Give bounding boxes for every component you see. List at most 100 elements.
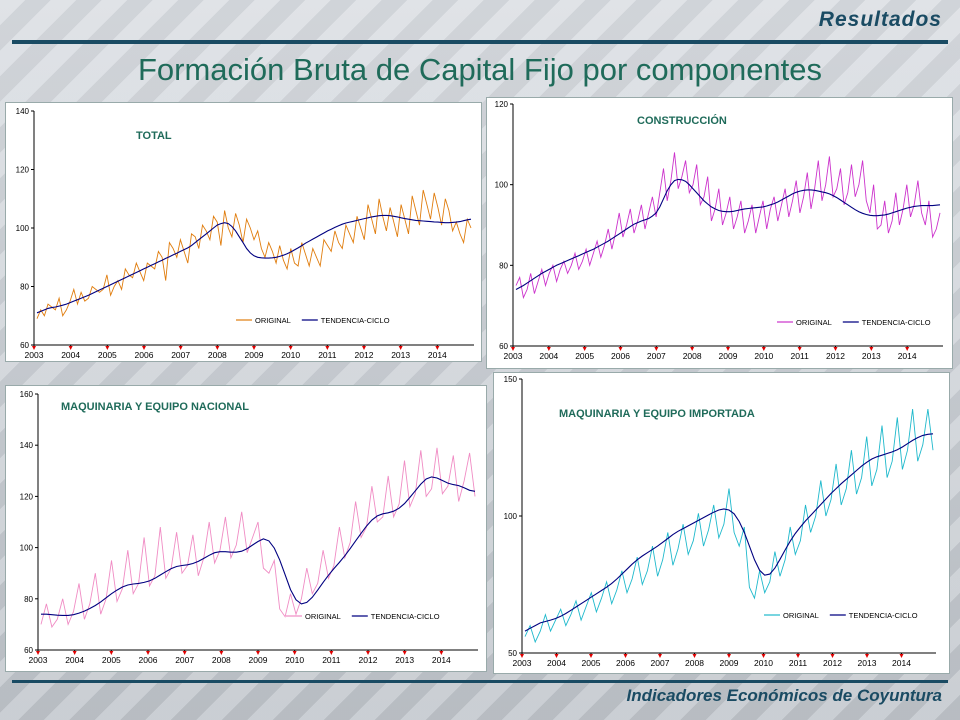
x-tick-label: 2011 bbox=[318, 350, 337, 360]
header-rule bbox=[12, 40, 948, 44]
y-tick-label: 100 bbox=[20, 544, 34, 553]
series-line-original bbox=[36, 189, 472, 319]
x-tick-label: 2005 bbox=[575, 351, 594, 361]
x-tick-marker bbox=[796, 654, 800, 658]
chart-title: CONSTRUCCIÓN bbox=[637, 114, 727, 127]
legend-label: ORIGINAL bbox=[305, 612, 341, 621]
x-tick-label: 2004 bbox=[539, 351, 558, 361]
x-tick-label: 2009 bbox=[719, 351, 738, 361]
y-tick-label: 140 bbox=[16, 107, 30, 116]
y-tick-label: 150 bbox=[504, 375, 518, 384]
x-tick-label: 2006 bbox=[616, 658, 635, 668]
y-tick-label: 60 bbox=[499, 342, 508, 351]
x-tick-label: 2008 bbox=[208, 350, 227, 360]
x-tick-marker bbox=[726, 347, 730, 351]
x-tick-label: 2013 bbox=[858, 658, 877, 668]
x-tick-marker bbox=[68, 346, 73, 350]
x-tick-label: 2004 bbox=[547, 658, 566, 668]
series-line-tendencia-ciclo bbox=[524, 433, 934, 632]
x-tick-marker bbox=[252, 346, 256, 350]
x-tick-label: 2013 bbox=[395, 655, 414, 665]
legend-label: ORIGINAL bbox=[796, 318, 832, 327]
y-tick-label: 120 bbox=[495, 100, 509, 109]
y-tick-label: 80 bbox=[24, 595, 33, 604]
x-tick-marker bbox=[109, 651, 114, 655]
series-line-tendencia-ciclo bbox=[41, 476, 476, 616]
x-tick-label: 2003 bbox=[504, 351, 523, 361]
chart-svg: 50 100 150 2003 2004 2005 2006 2007 2008 2009 2010… bbox=[504, 375, 936, 668]
x-tick-label: 2003 bbox=[29, 655, 48, 665]
x-tick-marker bbox=[654, 347, 659, 351]
x-tick-marker bbox=[329, 651, 334, 655]
x-tick-marker bbox=[292, 651, 297, 655]
x-tick-marker bbox=[366, 651, 370, 655]
x-tick-marker bbox=[325, 346, 330, 350]
x-tick-label: 2003 bbox=[513, 658, 532, 668]
x-tick-marker bbox=[402, 651, 407, 655]
y-tick-label: 80 bbox=[20, 283, 29, 292]
chart-svg: 60 80 100 120 140 160 2003 2004 2005 2006 2007 2008… bbox=[20, 390, 478, 665]
y-tick-label: 80 bbox=[499, 261, 508, 270]
chart-panel-maquinaria-nacional: 60 80 100 120 140 160 2003 2004 2005 2006 2007 2008… bbox=[5, 385, 487, 672]
x-tick-label: 2014 bbox=[432, 655, 451, 665]
x-tick-label: 2007 bbox=[171, 350, 190, 360]
x-tick-marker bbox=[32, 346, 36, 350]
x-tick-label: 2012 bbox=[823, 658, 842, 668]
x-tick-label: 2006 bbox=[611, 351, 630, 361]
x-tick-label: 2008 bbox=[212, 655, 231, 665]
x-tick-label: 2014 bbox=[892, 658, 911, 668]
chart-panel-total: 60 80 100 120 140 2003 2004 2005 2006 2007 2008 200… bbox=[5, 102, 482, 362]
x-tick-marker bbox=[362, 346, 366, 350]
y-tick-label: 120 bbox=[16, 166, 30, 175]
footer-label: Indicadores Económicos de Coyuntura bbox=[626, 686, 942, 705]
x-tick-marker bbox=[582, 347, 587, 351]
x-tick-label: 2009 bbox=[245, 350, 264, 360]
y-tick-label: 140 bbox=[20, 441, 34, 450]
x-tick-label: 2010 bbox=[281, 350, 300, 360]
x-tick-marker bbox=[546, 347, 551, 351]
x-tick-label: 2009 bbox=[720, 658, 739, 668]
footer-rule bbox=[12, 680, 948, 683]
legend-label: TENDENCIA-CICLO bbox=[371, 612, 440, 621]
x-tick-label: 2008 bbox=[685, 658, 704, 668]
y-tick-label: 160 bbox=[20, 390, 34, 399]
chart-panel-construccion: 60 80 100 120 2003 2004 2005 2006 2007 2008 2009 20… bbox=[486, 97, 953, 369]
x-tick-marker bbox=[182, 651, 187, 655]
x-tick-label: 2005 bbox=[102, 655, 121, 665]
x-tick-marker bbox=[833, 347, 838, 351]
x-tick-marker bbox=[398, 346, 403, 350]
legend-label: TENDENCIA-CICLO bbox=[321, 316, 390, 325]
y-tick-label: 100 bbox=[504, 512, 518, 521]
section-label: Resultados bbox=[818, 8, 942, 31]
x-tick-label: 2010 bbox=[754, 351, 773, 361]
x-tick-label: 2004 bbox=[65, 655, 84, 665]
x-tick-marker bbox=[511, 347, 515, 351]
chart-svg: 60 80 100 120 2003 2004 2005 2006 2007 2008 2009 20… bbox=[495, 100, 943, 361]
x-tick-marker bbox=[72, 651, 77, 655]
x-tick-marker bbox=[692, 654, 697, 658]
x-tick-label: 2014 bbox=[428, 350, 447, 360]
x-tick-label: 2006 bbox=[135, 350, 154, 360]
x-tick-label: 2013 bbox=[391, 350, 410, 360]
x-tick-marker bbox=[761, 347, 766, 351]
x-tick-marker bbox=[142, 346, 146, 350]
x-tick-marker bbox=[288, 346, 293, 350]
x-tick-marker bbox=[658, 654, 662, 658]
chart-svg: 60 80 100 120 140 2003 2004 2005 2006 2007 2008 200… bbox=[16, 107, 474, 360]
page-title: Formación Bruta de Capital Fijo por comp… bbox=[137, 52, 823, 87]
x-tick-marker bbox=[435, 346, 440, 350]
x-tick-label: 2013 bbox=[862, 351, 881, 361]
x-tick-label: 2006 bbox=[139, 655, 158, 665]
x-tick-label: 2007 bbox=[647, 351, 666, 361]
legend-label: ORIGINAL bbox=[783, 611, 819, 620]
x-tick-marker bbox=[36, 651, 40, 655]
x-tick-marker bbox=[618, 347, 623, 351]
x-tick-marker bbox=[439, 651, 444, 655]
x-tick-label: 2007 bbox=[651, 658, 670, 668]
x-tick-marker bbox=[869, 347, 874, 351]
x-tick-label: 2009 bbox=[249, 655, 268, 665]
x-tick-label: 2004 bbox=[61, 350, 80, 360]
series-line-tendencia-ciclo bbox=[515, 178, 941, 290]
x-tick-marker bbox=[589, 654, 593, 658]
series-line-original bbox=[40, 447, 476, 629]
